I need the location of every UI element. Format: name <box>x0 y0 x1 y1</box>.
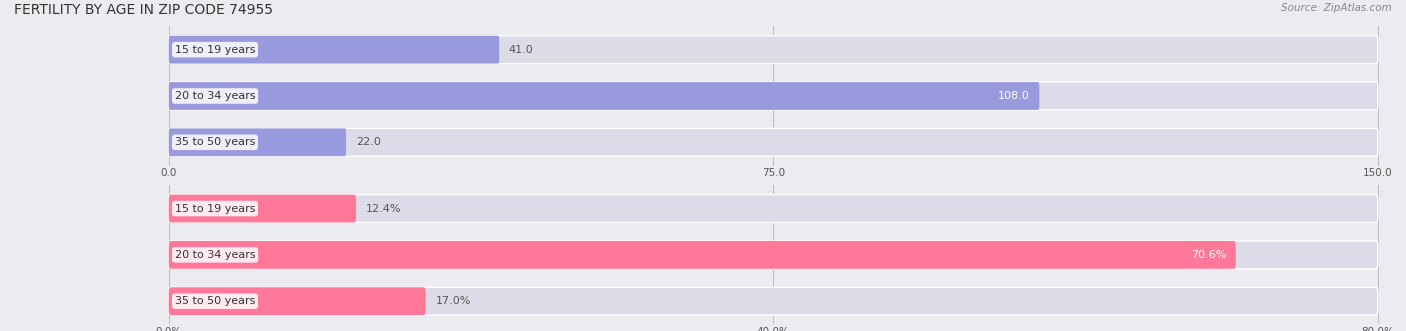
FancyBboxPatch shape <box>169 128 346 156</box>
Text: 22.0: 22.0 <box>356 137 381 147</box>
FancyBboxPatch shape <box>169 36 499 64</box>
Text: 108.0: 108.0 <box>998 91 1029 101</box>
FancyBboxPatch shape <box>169 82 1039 110</box>
FancyBboxPatch shape <box>169 287 1378 315</box>
FancyBboxPatch shape <box>169 36 1378 64</box>
Text: 20 to 34 years: 20 to 34 years <box>174 91 256 101</box>
Text: 15 to 19 years: 15 to 19 years <box>174 45 256 55</box>
Text: 12.4%: 12.4% <box>366 204 401 213</box>
FancyBboxPatch shape <box>169 195 356 222</box>
Text: 35 to 50 years: 35 to 50 years <box>174 137 254 147</box>
FancyBboxPatch shape <box>169 241 1378 269</box>
FancyBboxPatch shape <box>169 287 426 315</box>
Text: 70.6%: 70.6% <box>1191 250 1226 260</box>
Text: 35 to 50 years: 35 to 50 years <box>174 296 254 306</box>
FancyBboxPatch shape <box>169 82 1378 110</box>
Text: 41.0: 41.0 <box>509 45 534 55</box>
Text: 20 to 34 years: 20 to 34 years <box>174 250 256 260</box>
FancyBboxPatch shape <box>169 241 1236 269</box>
Text: 17.0%: 17.0% <box>436 296 471 306</box>
FancyBboxPatch shape <box>169 128 1378 156</box>
FancyBboxPatch shape <box>169 195 1378 222</box>
Text: 15 to 19 years: 15 to 19 years <box>174 204 256 213</box>
Text: FERTILITY BY AGE IN ZIP CODE 74955: FERTILITY BY AGE IN ZIP CODE 74955 <box>14 3 273 17</box>
Text: Source: ZipAtlas.com: Source: ZipAtlas.com <box>1281 3 1392 13</box>
